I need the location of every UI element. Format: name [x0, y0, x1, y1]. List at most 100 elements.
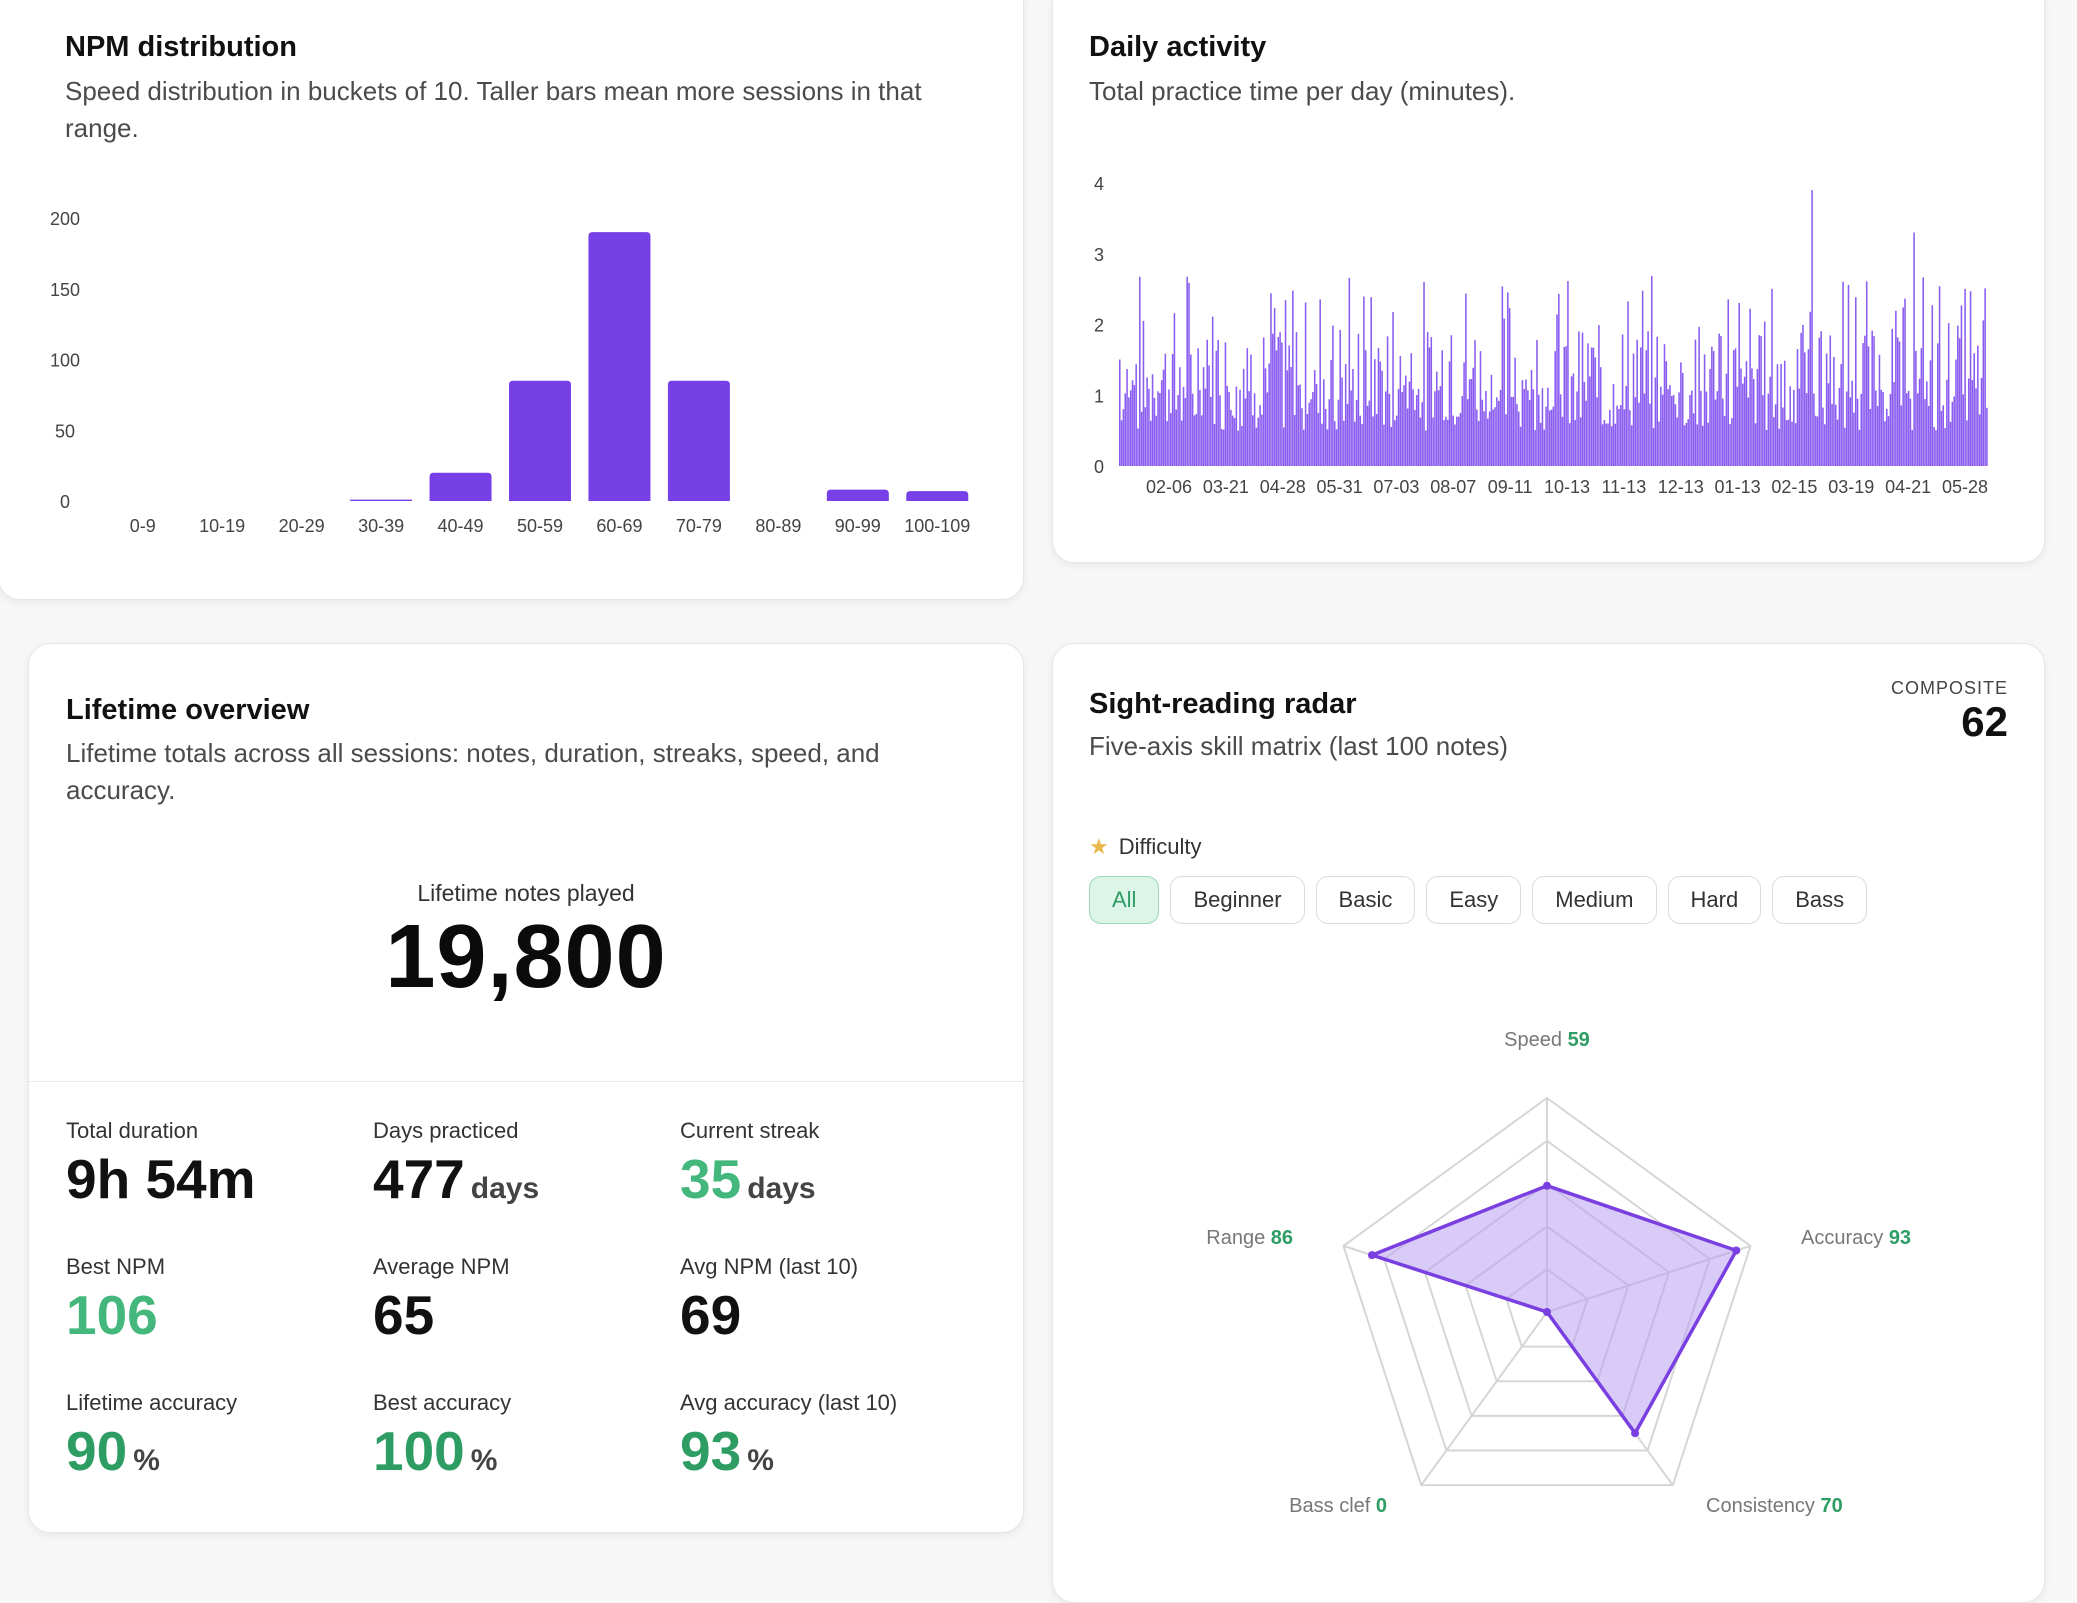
activity-bar [1361, 423, 1363, 466]
activity-bar [1470, 378, 1473, 466]
activity-bar [1862, 343, 1864, 466]
activity-bar [1986, 407, 1988, 466]
activity-bar [1763, 321, 1766, 466]
activity-bar [1507, 292, 1509, 466]
activity-bar [1589, 376, 1591, 466]
activity-bar [1720, 336, 1722, 466]
activity-bar [1257, 417, 1260, 466]
activity-bar [1151, 374, 1154, 466]
activity-bar [1762, 395, 1764, 466]
chip-medium[interactable]: Medium [1532, 876, 1657, 924]
activity-bar [1791, 421, 1793, 466]
activity-bar [1907, 390, 1910, 466]
activity-bar [1140, 411, 1143, 466]
activity-bar [1975, 388, 1977, 466]
activity-bar [1120, 420, 1123, 466]
activity-bar [1179, 367, 1181, 466]
activity-bar [1982, 320, 1985, 466]
activity-bar [1512, 396, 1515, 466]
activity-bar [1807, 349, 1810, 466]
stat-label: Lifetime accuracy [66, 1390, 238, 1415]
chip-basic[interactable]: Basic [1315, 876, 1416, 924]
activity-bar [1319, 299, 1321, 466]
activity-bar [1435, 371, 1438, 466]
activity-bar [1709, 368, 1711, 466]
activity-bar [1665, 361, 1668, 466]
activity-bar [1303, 429, 1305, 466]
activity-bar [1226, 385, 1229, 466]
activity-bar [1885, 408, 1888, 466]
activity-bar [1333, 421, 1336, 466]
activity-bar [1650, 275, 1653, 466]
chip-hard[interactable]: Hard [1667, 876, 1762, 924]
activity-bar [1171, 354, 1174, 466]
stat-value: 93 [680, 1420, 742, 1482]
stat-unit: days [747, 1172, 816, 1205]
chip-beginner[interactable]: Beginner [1170, 876, 1305, 924]
activity-bar [1149, 420, 1152, 466]
activity-bar [1731, 418, 1733, 466]
activity-bar [1481, 399, 1484, 466]
stat-label: Current streak [680, 1118, 820, 1143]
activity-bar [1900, 405, 1903, 466]
activity-bar [1297, 385, 1300, 466]
activity-bar [1268, 363, 1270, 466]
activity-bar [1457, 416, 1460, 466]
y-tick-label: 100 [50, 351, 80, 371]
activity-bar [1137, 428, 1139, 466]
activity-bar [1559, 394, 1562, 466]
activity-bar [1630, 425, 1633, 466]
stat-label: Best accuracy [373, 1390, 512, 1415]
x-tick-label: 40-49 [438, 516, 484, 536]
activity-bar [1323, 379, 1325, 466]
activity-bar [1211, 316, 1214, 466]
activity-bar [1448, 361, 1451, 466]
activity-bar [1142, 320, 1145, 466]
activity-bar [1758, 335, 1760, 466]
y-tick-label: 50 [55, 421, 75, 441]
chip-bass[interactable]: Bass [1772, 876, 1868, 924]
activity-bar [1603, 419, 1606, 466]
x-tick-label: 30-39 [358, 516, 404, 536]
activity-bar [1632, 353, 1635, 466]
radar-subtitle: Five-axis skill matrix (last 100 notes) [1089, 731, 1508, 761]
stat-value: 65 [373, 1284, 435, 1346]
npm-card-title: NPM distribution [65, 31, 297, 63]
activity-bar [1170, 413, 1172, 466]
activity-bar [1328, 399, 1331, 466]
activity-bar [1692, 413, 1695, 466]
activity-bar [1160, 380, 1163, 466]
activity-bar [1410, 353, 1413, 466]
activity-bar [1773, 417, 1775, 466]
activity-bar [1661, 394, 1664, 466]
chip-all[interactable]: All [1089, 876, 1160, 924]
activity-bar [1752, 379, 1755, 466]
activity-bar [1266, 392, 1269, 466]
activity-bar [1579, 417, 1582, 466]
chip-easy[interactable]: Easy [1426, 876, 1522, 924]
activity-bar [1609, 409, 1611, 466]
x-tick-label: 80-89 [755, 516, 801, 536]
daily-activity-card: Daily activity Total practice time per d… [1052, 0, 2045, 563]
activity-bar [1834, 404, 1837, 466]
bar [588, 232, 651, 501]
activity-bar [1488, 411, 1491, 466]
x-tick-label: 04-21 [1885, 477, 1931, 497]
activity-bar [1139, 276, 1141, 466]
activity-bar [1977, 345, 1979, 466]
activity-bar [1439, 386, 1442, 466]
activity-bar [1286, 370, 1289, 466]
activity-bar [1836, 419, 1839, 466]
activity-bar [1180, 420, 1183, 466]
activity-bar [1224, 342, 1227, 466]
activity-bar [1131, 380, 1134, 466]
activity-bar [1938, 286, 1941, 466]
activity-bar [1547, 387, 1549, 466]
activity-bar [1918, 378, 1921, 466]
activity-bar [1505, 414, 1507, 466]
activity-bar [1206, 339, 1208, 466]
activity-bar [1193, 415, 1196, 466]
activity-bar [1528, 399, 1531, 466]
activity-bar [1618, 408, 1620, 466]
activity-bar [1355, 399, 1358, 466]
